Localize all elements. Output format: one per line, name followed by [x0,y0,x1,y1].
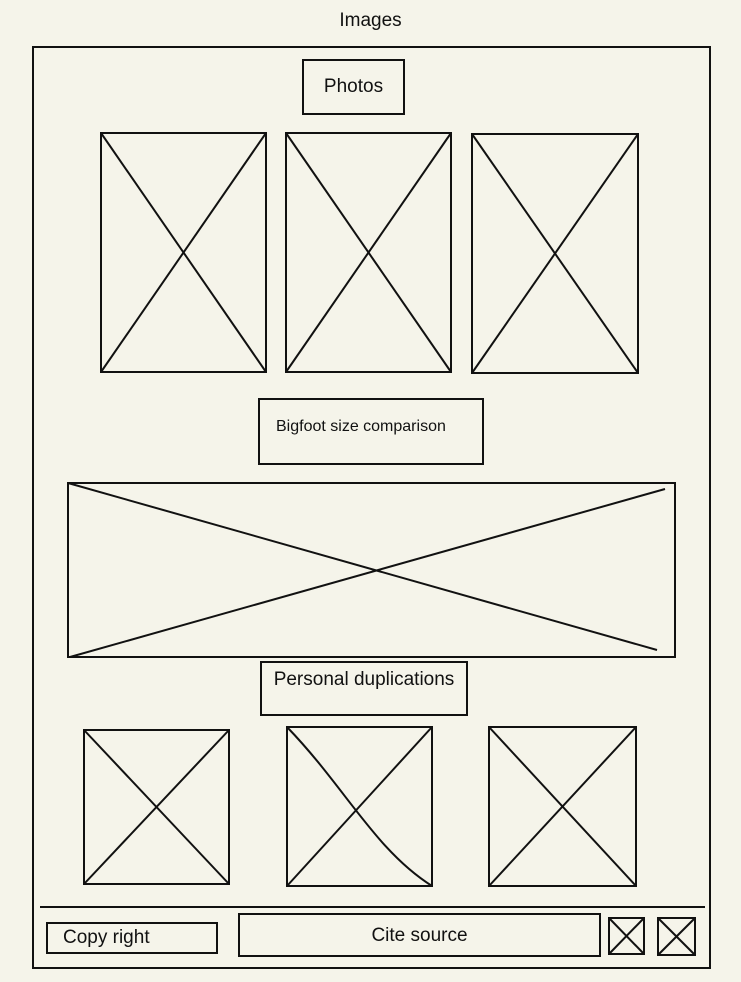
page-title: Images [339,10,402,31]
personal-duplication-1-placeholder-icon[interactable] [83,729,230,885]
personal-duplications-heading: Personal duplications [260,661,468,716]
cite-source-button[interactable]: Cite source [238,913,601,957]
personal-duplication-2-placeholder-icon[interactable] [286,726,433,887]
copyright-button[interactable]: Copy right [46,922,218,954]
footer-divider [40,906,705,908]
photo-1-placeholder-icon[interactable] [100,132,267,373]
images-panel [32,46,711,969]
personal-duplication-3-placeholder-icon[interactable] [488,726,637,887]
footer-placeholder-icon-2[interactable] [657,917,696,956]
bigfoot-size-comparison-heading: Bigfoot size comparison [258,398,484,465]
bigfoot-comparison-placeholder-icon[interactable] [67,482,676,658]
photos-heading: Photos [302,59,405,115]
footer-placeholder-icon-1[interactable] [608,917,645,955]
photo-2-placeholder-icon[interactable] [285,132,452,373]
photo-3-placeholder-icon[interactable] [471,133,639,374]
